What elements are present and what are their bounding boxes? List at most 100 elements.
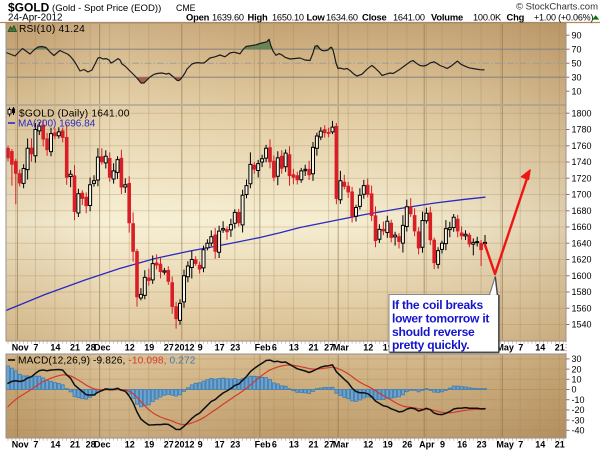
svg-text:1680: 1680 [572,206,592,216]
svg-text:RSI(10) 41.24: RSI(10) 41.24 [19,24,85,35]
svg-text:7: 7 [518,343,523,353]
svg-text:21: 21 [70,343,80,353]
svg-text:30: 30 [572,72,582,82]
svg-text:27: 27 [324,343,334,353]
svg-text:High: High [248,12,269,23]
svg-text:19: 19 [383,440,393,450]
svg-text:23: 23 [230,343,240,353]
svg-text:pretty quickly.: pretty quickly. [392,338,469,352]
svg-text:28: 28 [86,343,96,353]
svg-text:1540: 1540 [572,320,592,330]
svg-text:1700: 1700 [572,190,592,200]
svg-text:lower tomorrow it: lower tomorrow it [392,311,489,325]
svg-text:14: 14 [535,343,545,353]
svg-text:$GOLD (Daily) 1641.00: $GOLD (Daily) 1641.00 [19,109,130,120]
svg-text:should reverse: should reverse [392,325,475,339]
svg-text:Feb: Feb [255,343,272,353]
svg-text:7: 7 [33,440,38,450]
svg-text:1639.60: 1639.60 [212,13,244,23]
svg-text:1634.60: 1634.60 [326,13,358,23]
svg-text:Feb: Feb [255,440,272,450]
svg-text:12: 12 [363,343,373,353]
svg-text:21: 21 [308,440,318,450]
svg-text:1640: 1640 [572,238,592,248]
svg-text:+1.00 (+0.06%): +1.00 (+0.06%) [534,13,593,23]
svg-text:23: 23 [477,440,487,450]
svg-text:1800: 1800 [572,109,592,119]
svg-text:1650.10: 1650.10 [272,13,304,23]
svg-text:May: May [496,440,514,450]
svg-text:17: 17 [215,440,225,450]
svg-text:7: 7 [518,440,523,450]
svg-text:6: 6 [272,343,277,353]
svg-text:Nov: Nov [12,343,29,353]
svg-text:1760: 1760 [572,141,592,151]
svg-text:14: 14 [50,440,60,450]
svg-text:27: 27 [324,440,334,450]
svg-text:7: 7 [33,343,38,353]
svg-text:16: 16 [457,440,467,450]
svg-text:1641.00: 1641.00 [393,13,425,23]
svg-text:21: 21 [555,343,565,353]
svg-text:Close: Close [362,12,387,23]
svg-text:1560: 1560 [572,303,592,313]
svg-text:19: 19 [383,343,393,353]
svg-text:50: 50 [572,58,582,68]
svg-text:28: 28 [86,440,96,450]
svg-text:2012: 2012 [174,440,194,450]
svg-text:90: 90 [572,30,582,40]
svg-text:13: 13 [289,440,299,450]
svg-text:70: 70 [572,44,582,54]
svg-text:100.0K: 100.0K [473,13,502,23]
svg-text:$GOLD: $GOLD [8,0,50,14]
svg-text:30: 30 [572,354,582,364]
svg-text:27: 27 [164,343,174,353]
svg-text:-10: -10 [572,395,585,405]
svg-text:14: 14 [535,440,545,450]
svg-text:9: 9 [198,440,203,450]
svg-text:1600: 1600 [572,271,592,281]
svg-text:Dec: Dec [94,440,111,450]
svg-text:14: 14 [50,343,60,353]
svg-text:6: 6 [272,440,277,450]
svg-text:Open: Open [186,12,210,23]
svg-text:21: 21 [555,440,565,450]
svg-text:12: 12 [125,343,135,353]
svg-text:12: 12 [125,440,135,450]
svg-text:Mar: Mar [333,440,350,450]
svg-text:23: 23 [230,440,240,450]
svg-text:Low: Low [307,12,326,23]
svg-text:-20: -20 [572,405,585,415]
svg-text:CME: CME [176,3,196,13]
svg-text:-40: -40 [572,426,585,436]
svg-text:10: 10 [572,375,582,385]
svg-text:10: 10 [572,86,582,96]
svg-text:2012: 2012 [174,343,194,353]
svg-text:17: 17 [215,343,225,353]
svg-text:19: 19 [144,343,154,353]
svg-text:20: 20 [572,364,582,374]
svg-text:Volume: Volume [431,12,463,23]
svg-text:May: May [496,343,514,353]
svg-text:21: 21 [70,440,80,450]
svg-text:1660: 1660 [572,222,592,232]
svg-text:Nov: Nov [12,440,29,450]
svg-text:© StockCharts.com: © StockCharts.com [516,1,598,12]
svg-text:Chg: Chg [507,12,525,23]
svg-text:If the coil breaks: If the coil breaks [392,298,483,312]
svg-text:1620: 1620 [572,255,592,265]
svg-text:-30: -30 [572,415,585,425]
svg-text:12: 12 [363,440,373,450]
svg-text:Apr: Apr [419,440,435,450]
svg-text:1580: 1580 [572,287,592,297]
svg-text:1780: 1780 [572,125,592,135]
svg-text:MACD(12,26,9) -9.826, -10.098,: MACD(12,26,9) -9.826, -10.098, 0.272 [18,356,196,367]
svg-text:9: 9 [440,440,445,450]
svg-text:Mar: Mar [333,343,350,353]
svg-text:1740: 1740 [572,157,592,167]
svg-text:(Gold - Spot Price (EOD)): (Gold - Spot Price (EOD)) [52,3,161,14]
svg-text:19: 19 [144,440,154,450]
svg-text:24-Apr-2012: 24-Apr-2012 [8,13,62,24]
svg-text:27: 27 [164,440,174,450]
svg-text:9: 9 [198,343,203,353]
